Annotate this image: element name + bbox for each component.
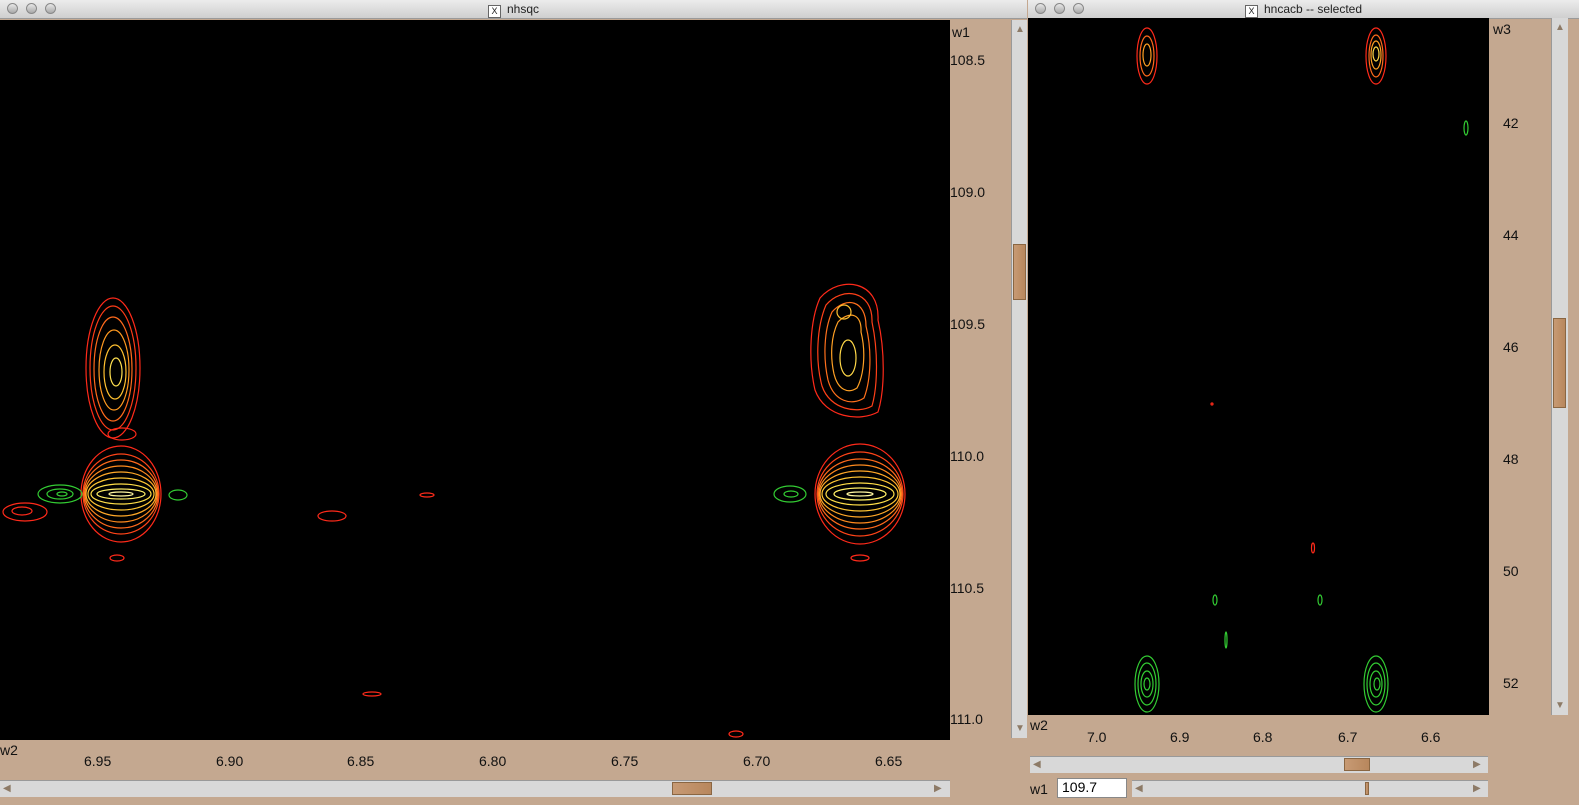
w1-label: w1	[1030, 781, 1048, 797]
slider-right-arrow-icon[interactable]: ▶	[1473, 784, 1481, 794]
y-tick: 44	[1503, 227, 1519, 243]
vertical-scrollbar[interactable]: ▲ ▼	[1011, 20, 1027, 738]
x-tick: 6.75	[611, 753, 638, 769]
vertical-scroll-thumb[interactable]	[1013, 244, 1026, 300]
x11-icon: X	[488, 5, 501, 18]
contour-small-red	[1312, 543, 1315, 553]
slider-left-arrow-icon[interactable]: ◀	[1135, 784, 1143, 794]
contour-negative-2	[774, 486, 806, 502]
contour-dot	[1211, 403, 1213, 405]
contour-negative-small	[1464, 121, 1468, 135]
horizontal-scroll-thumb[interactable]	[1344, 758, 1370, 771]
y-tick: 52	[1503, 675, 1519, 691]
w1-value-field[interactable]: 109.7	[1057, 778, 1127, 798]
w1-slider-thumb[interactable]	[1365, 782, 1369, 795]
scroll-right-arrow-icon[interactable]: ▶	[1473, 760, 1481, 770]
contour-ca-1	[1135, 656, 1159, 712]
window-title: hncacb -- selected	[1264, 2, 1362, 16]
y-tick: 110.5	[950, 580, 984, 596]
vertical-scroll-thumb[interactable]	[1553, 318, 1566, 408]
contour-peak-3	[811, 284, 883, 417]
y-tick: 48	[1503, 451, 1519, 467]
scroll-up-arrow-icon[interactable]: ▲	[1555, 23, 1565, 33]
horizontal-scrollbar[interactable]: ◀ ▶	[1030, 756, 1488, 773]
x-tick: 6.65	[875, 753, 902, 769]
scroll-up-arrow-icon[interactable]: ▲	[1015, 25, 1025, 35]
y-tick: 42	[1503, 115, 1519, 131]
scroll-right-arrow-icon[interactable]: ▶	[934, 784, 942, 794]
scroll-down-arrow-icon[interactable]: ▼	[1555, 701, 1565, 711]
x-tick: 6.8	[1253, 729, 1272, 745]
x-tick: 6.9	[1170, 729, 1189, 745]
x-tick: 6.70	[743, 753, 770, 769]
y-axis-label: w1	[952, 24, 970, 40]
contour-negative-1	[38, 485, 187, 503]
contour-peak-1	[86, 298, 140, 438]
horizontal-scrollbar[interactable]: ◀ ▶	[0, 780, 950, 797]
y-tick: 110.0	[950, 448, 984, 464]
w1-plane-slider[interactable]: ◀ ▶	[1132, 780, 1488, 797]
strip-contour-svg	[1028, 18, 1489, 715]
contour-ca-2	[1364, 656, 1388, 712]
contour-small-green	[1213, 595, 1322, 648]
y-tick: 46	[1503, 339, 1519, 355]
contour-peak-cb-1	[1137, 28, 1157, 84]
window-title: nhsqc	[507, 2, 539, 16]
contour-small-1	[3, 493, 869, 737]
y-tick: 108.5	[950, 52, 985, 68]
y-axis-label: w3	[1493, 21, 1511, 37]
scroll-left-arrow-icon[interactable]: ◀	[1033, 760, 1041, 770]
hncacb-strip-plot[interactable]	[1028, 18, 1489, 715]
y-tick: 50	[1503, 563, 1519, 579]
x-tick: 7.0	[1087, 729, 1106, 745]
y-tick: 111.0	[950, 711, 983, 727]
y-tick: 109.5	[950, 316, 985, 332]
contour-peak-cb-2	[1366, 28, 1386, 84]
x-tick: 6.80	[479, 753, 506, 769]
horizontal-scroll-thumb[interactable]	[672, 782, 712, 795]
y-tick: 109.0	[950, 184, 985, 200]
x-tick: 6.6	[1421, 729, 1440, 745]
x-axis-label: w2	[0, 742, 18, 758]
scroll-left-arrow-icon[interactable]: ◀	[3, 784, 11, 794]
x-tick: 6.90	[216, 753, 243, 769]
contour-peak-4	[815, 444, 905, 544]
contour-plot-svg	[0, 20, 950, 740]
x-tick: 6.7	[1338, 729, 1357, 745]
contour-peak-2	[81, 446, 161, 542]
x-axis-label: w2	[1030, 717, 1048, 733]
scroll-down-arrow-icon[interactable]: ▼	[1015, 724, 1025, 734]
vertical-scrollbar[interactable]: ▲ ▼	[1551, 18, 1568, 715]
nhsqc-spectrum-plot[interactable]	[0, 20, 950, 740]
x11-icon: X	[1245, 5, 1258, 18]
x-tick: 6.95	[84, 753, 111, 769]
x-tick: 6.85	[347, 753, 374, 769]
